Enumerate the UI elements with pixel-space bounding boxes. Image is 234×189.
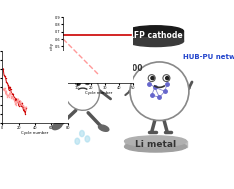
Text: LFP cathode: LFP cathode: [129, 30, 182, 40]
Ellipse shape: [52, 122, 62, 130]
Polygon shape: [128, 31, 183, 41]
Circle shape: [75, 80, 81, 85]
Ellipse shape: [64, 72, 99, 110]
Ellipse shape: [124, 141, 186, 152]
X-axis label: Cycle number: Cycle number: [85, 91, 112, 95]
Polygon shape: [124, 141, 186, 147]
Text: Li metal: Li metal: [135, 140, 176, 149]
Text: HUB-PU network: HUB-PU network: [183, 53, 234, 60]
Circle shape: [85, 79, 90, 85]
Circle shape: [130, 62, 189, 120]
Circle shape: [166, 77, 169, 80]
X-axis label: Cycle number: Cycle number: [22, 131, 49, 135]
Circle shape: [151, 77, 154, 80]
Text: Celgard® 2500: Celgard® 2500: [78, 64, 143, 73]
Ellipse shape: [124, 136, 186, 147]
Ellipse shape: [128, 36, 183, 46]
Y-axis label: Capacity: Capacity: [49, 42, 53, 59]
Ellipse shape: [99, 125, 109, 131]
Circle shape: [148, 75, 155, 82]
Ellipse shape: [75, 138, 80, 144]
Ellipse shape: [80, 130, 84, 137]
Ellipse shape: [85, 136, 90, 142]
Ellipse shape: [128, 26, 183, 36]
Circle shape: [163, 75, 170, 82]
